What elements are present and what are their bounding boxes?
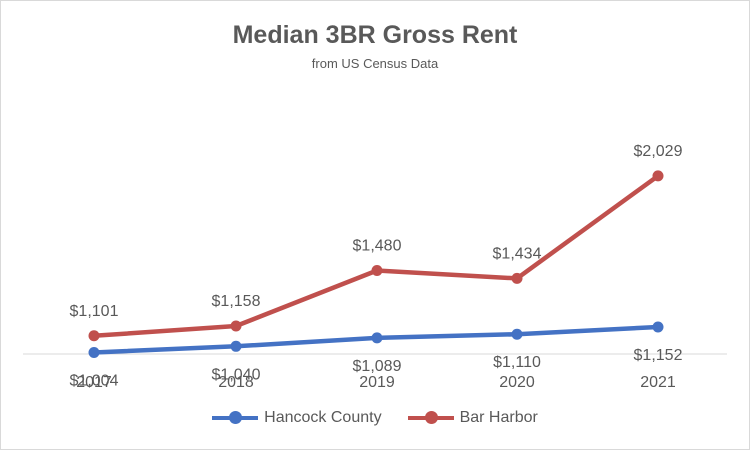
data-point xyxy=(652,321,664,333)
data-point xyxy=(371,332,383,344)
x-tick-label: 2019 xyxy=(359,374,395,391)
data-point xyxy=(230,340,242,352)
legend-marker xyxy=(229,411,243,424)
legend-item: Hancock County xyxy=(212,409,382,427)
legend-label: Bar Harbor xyxy=(459,409,538,426)
data-point xyxy=(88,347,100,359)
legend-marker xyxy=(424,411,438,424)
data-label: $1,480 xyxy=(353,237,402,254)
chart-title: Median 3BR Gross Rent xyxy=(232,21,518,49)
data-label: $1,152 xyxy=(634,347,683,364)
x-tick-label: 2018 xyxy=(218,374,254,391)
legend-swatch xyxy=(407,411,454,424)
data-label: $1,040 xyxy=(212,366,261,383)
legend-swatch xyxy=(212,411,259,424)
data-point xyxy=(511,272,523,284)
data-label: $1,004 xyxy=(70,373,119,390)
chart-subtitle: from US Census Data xyxy=(311,56,439,71)
x-tick-label: 2021 xyxy=(640,374,676,391)
x-tick-label: 2020 xyxy=(499,374,535,391)
series-line-bar-harbor xyxy=(91,173,661,339)
legend-label: Hancock County xyxy=(264,409,382,426)
data-label: $1,101 xyxy=(70,303,119,320)
x-tick-label: 2017 xyxy=(76,374,112,391)
data-point xyxy=(652,170,664,182)
data-point xyxy=(511,328,523,340)
legend-item: Bar Harbor xyxy=(407,409,538,427)
data-label: $1,089 xyxy=(353,358,402,375)
legend: Hancock County Bar Harbor xyxy=(1,409,749,427)
data-point xyxy=(230,320,242,332)
data-label: $1,434 xyxy=(493,245,542,262)
data-label: $1,110 xyxy=(493,354,541,371)
data-label: $2,029 xyxy=(634,143,683,160)
data-point xyxy=(371,264,383,276)
data-label: $1,158 xyxy=(212,293,261,310)
data-point xyxy=(88,330,100,342)
